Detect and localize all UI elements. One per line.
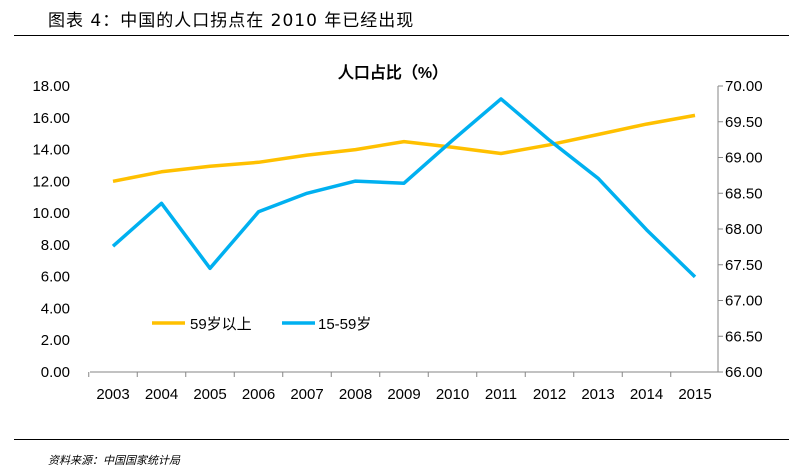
right-tick-label: 66.50	[725, 328, 763, 345]
right-tick-label: 68.00	[725, 221, 763, 238]
right-tick-label: 68.50	[725, 185, 763, 202]
x-tick-label: 2005	[193, 386, 226, 403]
right-tick-label: 69.00	[725, 150, 763, 167]
x-tick-label: 2009	[387, 386, 420, 403]
left-tick-label: 16.00	[32, 110, 70, 127]
x-tick-label: 2004	[145, 386, 178, 403]
x-tick-label: 2014	[630, 386, 663, 403]
left-tick-label: 4.00	[41, 300, 70, 317]
title-divider	[14, 35, 789, 36]
right-tick-label: 67.50	[725, 257, 763, 274]
right-tick-label: 67.00	[725, 293, 763, 310]
x-tick-label: 2015	[678, 386, 711, 403]
figure-title: 图表 4：中国的人口拐点在 2010 年已经出现	[48, 11, 415, 31]
right-tick-label: 66.00	[725, 364, 763, 381]
series-line-59-plus	[112, 113, 696, 184]
left-tick-label: 0.00	[41, 364, 70, 381]
x-tick-label: 2008	[339, 386, 372, 403]
source-note: 资料来源：中国国家统计局	[48, 454, 180, 467]
legend-label: 59岁以上	[190, 316, 252, 333]
left-tick-label: 12.00	[32, 173, 70, 190]
legend-label: 15-59岁	[318, 316, 371, 333]
right-tick-label: 70.00	[725, 78, 763, 95]
x-tick-label: 2006	[242, 386, 275, 403]
footer-divider	[14, 439, 789, 440]
left-tick-label: 18.00	[32, 78, 70, 95]
right-tick-label: 69.50	[725, 114, 763, 131]
series-line-15-59	[111, 97, 697, 279]
x-tick-label: 2012	[533, 386, 566, 403]
x-tick-label: 2007	[290, 386, 323, 403]
x-tick-label: 2011	[485, 386, 517, 403]
x-tick-label: 2010	[436, 386, 469, 403]
chart-title: 人口占比（%）	[338, 63, 448, 82]
left-tick-label: 10.00	[32, 205, 70, 222]
left-tick-label: 2.00	[41, 332, 70, 349]
x-tick-label: 2013	[581, 386, 614, 403]
x-tick-label: 2003	[96, 386, 129, 403]
left-tick-label: 14.00	[32, 142, 70, 159]
left-tick-label: 8.00	[41, 237, 70, 254]
left-tick-label: 6.00	[41, 269, 70, 286]
